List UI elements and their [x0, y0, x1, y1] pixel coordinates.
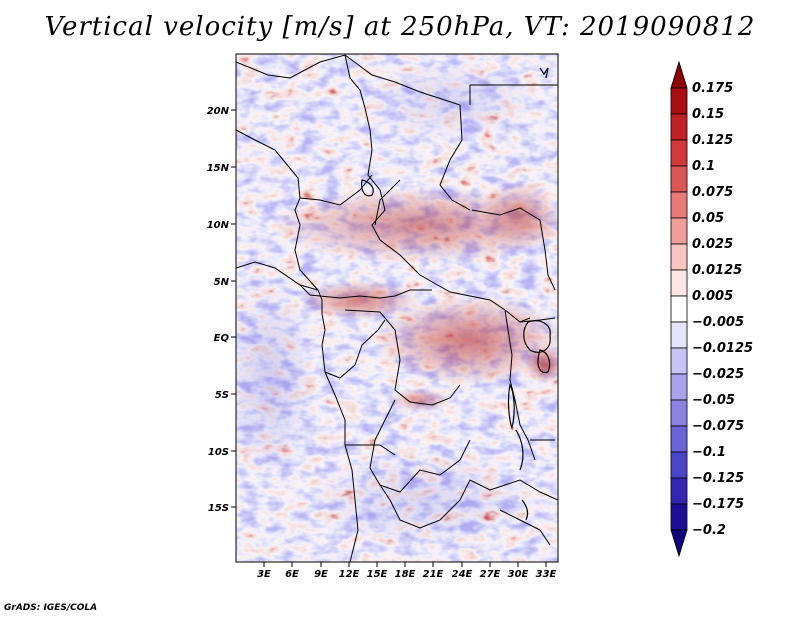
colorbar-label: 0.15 [692, 107, 724, 122]
colorbar: 0.175 0.15 0.125 0.1 0.075 0.05 0.025 0.… [670, 60, 753, 558]
lakes [361, 67, 551, 521]
colorbar-min-arrow [670, 529, 688, 558]
colorbar-label: 0.125 [692, 133, 733, 148]
page-title: Vertical velocity [m/s] at 250hPa, VT: 2… [44, 12, 756, 42]
lon-label-3e: 3E [257, 569, 271, 580]
lon-label-15e: 15E [367, 569, 388, 580]
lon-label-18e: 18E [395, 569, 416, 580]
lat-label-15s: 15S [208, 503, 229, 514]
colorbar-label: −0.05 [692, 393, 735, 408]
lon-label-6e: 6E [285, 569, 299, 580]
colorbar-segment [670, 451, 688, 479]
colorbar-label: −0.1 [692, 445, 726, 460]
colorbar-segment [670, 399, 688, 427]
colorbar-segment [670, 113, 688, 141]
lat-label-5s: 5S [215, 390, 229, 401]
colorbar-segment [670, 269, 688, 297]
colorbar-label: 0.175 [692, 81, 733, 96]
colorbar-segment [670, 373, 688, 401]
colorbar-segment [670, 139, 688, 167]
lon-label-30e: 30E [508, 569, 529, 580]
colorbar-segment [670, 347, 688, 375]
lat-label-15n: 15N [207, 163, 230, 174]
lon-label-9e: 9E [314, 569, 328, 580]
colorbar-segment [670, 321, 688, 349]
lat-label-10n: 10N [207, 220, 230, 231]
colorbar-label: 0.075 [692, 185, 733, 200]
colorbar-segment [670, 165, 688, 193]
lat-label-10s: 10S [208, 447, 229, 458]
colorbar-label: 0.1 [692, 159, 715, 174]
colorbar-label: −0.2 [692, 523, 726, 538]
colorbar-segment [670, 425, 688, 453]
lon-label-27e: 27E [480, 569, 501, 580]
colorbar-label: −0.0125 [692, 341, 753, 356]
lon-label-24e: 24E [452, 569, 473, 580]
grads-credit: GrADS: IGES/COLA [4, 603, 98, 613]
lon-axis: 3E 6E 9E 12E 15E 18E 21E 24E 27E 30E 33E [257, 562, 557, 580]
colorbar-labels: 0.175 0.15 0.125 0.1 0.075 0.05 0.025 0.… [692, 81, 753, 538]
colorbar-label: −0.175 [692, 497, 744, 512]
lat-label-5n: 5N [214, 277, 230, 288]
colorbar-segment [670, 191, 688, 219]
colorbar-segment [670, 295, 688, 323]
lon-label-33e: 33E [536, 569, 557, 580]
colorbar-label: 0.005 [692, 289, 733, 304]
colorbar-segment [670, 503, 688, 531]
lat-label-eq: EQ [214, 333, 230, 344]
colorbar-label: 0.05 [692, 211, 724, 226]
colorbar-label: −0.005 [692, 315, 744, 330]
colorbar-segment [670, 243, 688, 271]
lat-label-20n: 20N [207, 106, 230, 117]
lon-label-21e: 21E [423, 569, 444, 580]
colorbar-segment [670, 477, 688, 505]
colorbar-boxes [670, 60, 688, 558]
colorbar-max-arrow [670, 60, 688, 89]
colorbar-segment [670, 87, 688, 115]
lon-label-12e: 12E [339, 569, 360, 580]
colorbar-label: −0.025 [692, 367, 744, 382]
map-frame [235, 53, 559, 563]
velocity-field [236, 54, 558, 562]
lat-axis: 20N 15N 10N 5N EQ 5S 10S 15S [207, 106, 236, 514]
colorbar-segment [670, 217, 688, 245]
colorbar-label: 0.0125 [692, 263, 742, 278]
colorbar-label: −0.125 [692, 471, 744, 486]
colorbar-label: −0.075 [692, 419, 744, 434]
colorbar-label: 0.025 [692, 237, 733, 252]
